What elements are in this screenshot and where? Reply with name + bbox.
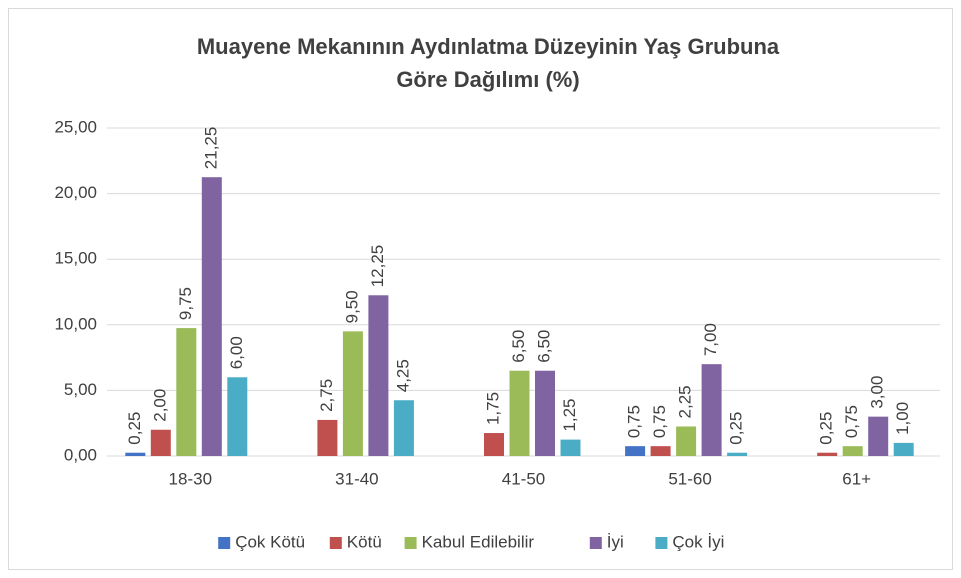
legend-label: Çok Kötü bbox=[235, 532, 305, 551]
legend-label: Kabul Edilebilir bbox=[422, 532, 535, 551]
bar bbox=[201, 177, 222, 456]
bar bbox=[535, 370, 555, 456]
data-label: 0,25 bbox=[727, 412, 746, 445]
y-tick-label: 15,00 bbox=[54, 249, 97, 268]
legend-swatch bbox=[589, 537, 602, 549]
data-label: 2,00 bbox=[150, 389, 169, 422]
bar bbox=[509, 370, 530, 456]
bar bbox=[868, 416, 889, 456]
bar bbox=[317, 419, 338, 456]
data-label: 12,25 bbox=[368, 245, 387, 288]
x-tick-label: 41-50 bbox=[502, 469, 545, 488]
bar bbox=[368, 295, 389, 456]
data-label: 1,25 bbox=[560, 399, 579, 432]
data-label: 0,75 bbox=[625, 405, 644, 438]
data-label: 3,00 bbox=[868, 376, 887, 409]
x-tick-label: 31-40 bbox=[335, 469, 378, 488]
data-label: 6,00 bbox=[227, 336, 246, 369]
bar bbox=[176, 328, 197, 456]
chart-border bbox=[8, 8, 953, 570]
bar bbox=[342, 331, 363, 456]
legend-label: Kötü bbox=[347, 532, 382, 551]
chart-title: Muayene Mekanının Aydınlatma Düzeyinin Y… bbox=[197, 34, 780, 59]
bar bbox=[227, 377, 248, 456]
bar bbox=[484, 433, 504, 456]
data-label: 0,25 bbox=[817, 412, 836, 445]
data-label: 0,25 bbox=[125, 412, 144, 445]
y-tick-label: 20,00 bbox=[54, 183, 97, 202]
data-label: 0,75 bbox=[842, 405, 861, 438]
bar bbox=[150, 429, 171, 456]
legend-swatch bbox=[329, 537, 342, 549]
y-tick-label: 0,00 bbox=[64, 445, 97, 464]
data-label: 9,50 bbox=[342, 290, 361, 323]
bar bbox=[893, 442, 914, 456]
data-label: 9,75 bbox=[176, 287, 195, 320]
x-tick-label: 51-60 bbox=[668, 469, 711, 488]
bar bbox=[650, 446, 671, 456]
chart-title: Göre Dağılımı (%) bbox=[396, 67, 579, 92]
bar bbox=[842, 446, 863, 456]
data-label: 7,00 bbox=[701, 323, 720, 356]
data-label: 1,00 bbox=[893, 402, 912, 435]
bar bbox=[817, 452, 838, 456]
y-tick-label: 25,00 bbox=[54, 117, 97, 136]
legend-label: Çok İyi bbox=[672, 532, 724, 551]
data-label: 2,25 bbox=[676, 385, 695, 418]
bar bbox=[125, 452, 146, 456]
bar bbox=[701, 364, 722, 456]
x-tick-label: 61+ bbox=[842, 469, 871, 488]
bar bbox=[393, 400, 414, 456]
y-tick-label: 10,00 bbox=[54, 314, 97, 333]
bar bbox=[560, 439, 581, 456]
legend-swatch bbox=[404, 537, 417, 549]
data-label: 6,50 bbox=[534, 330, 553, 363]
legend-swatch bbox=[655, 537, 668, 549]
data-label: 1,75 bbox=[483, 392, 502, 425]
x-tick-label: 18-30 bbox=[169, 469, 212, 488]
legend-swatch bbox=[218, 537, 231, 549]
data-label: 6,50 bbox=[509, 330, 528, 363]
bar bbox=[676, 426, 697, 456]
data-label: 4,25 bbox=[393, 359, 412, 392]
y-tick-label: 5,00 bbox=[64, 380, 97, 399]
legend-label: İyi bbox=[607, 532, 624, 551]
data-label: 21,25 bbox=[201, 127, 220, 170]
bar bbox=[727, 452, 748, 456]
data-label: 2,75 bbox=[317, 379, 336, 412]
bar bbox=[625, 446, 646, 456]
data-label: 0,75 bbox=[650, 405, 669, 438]
